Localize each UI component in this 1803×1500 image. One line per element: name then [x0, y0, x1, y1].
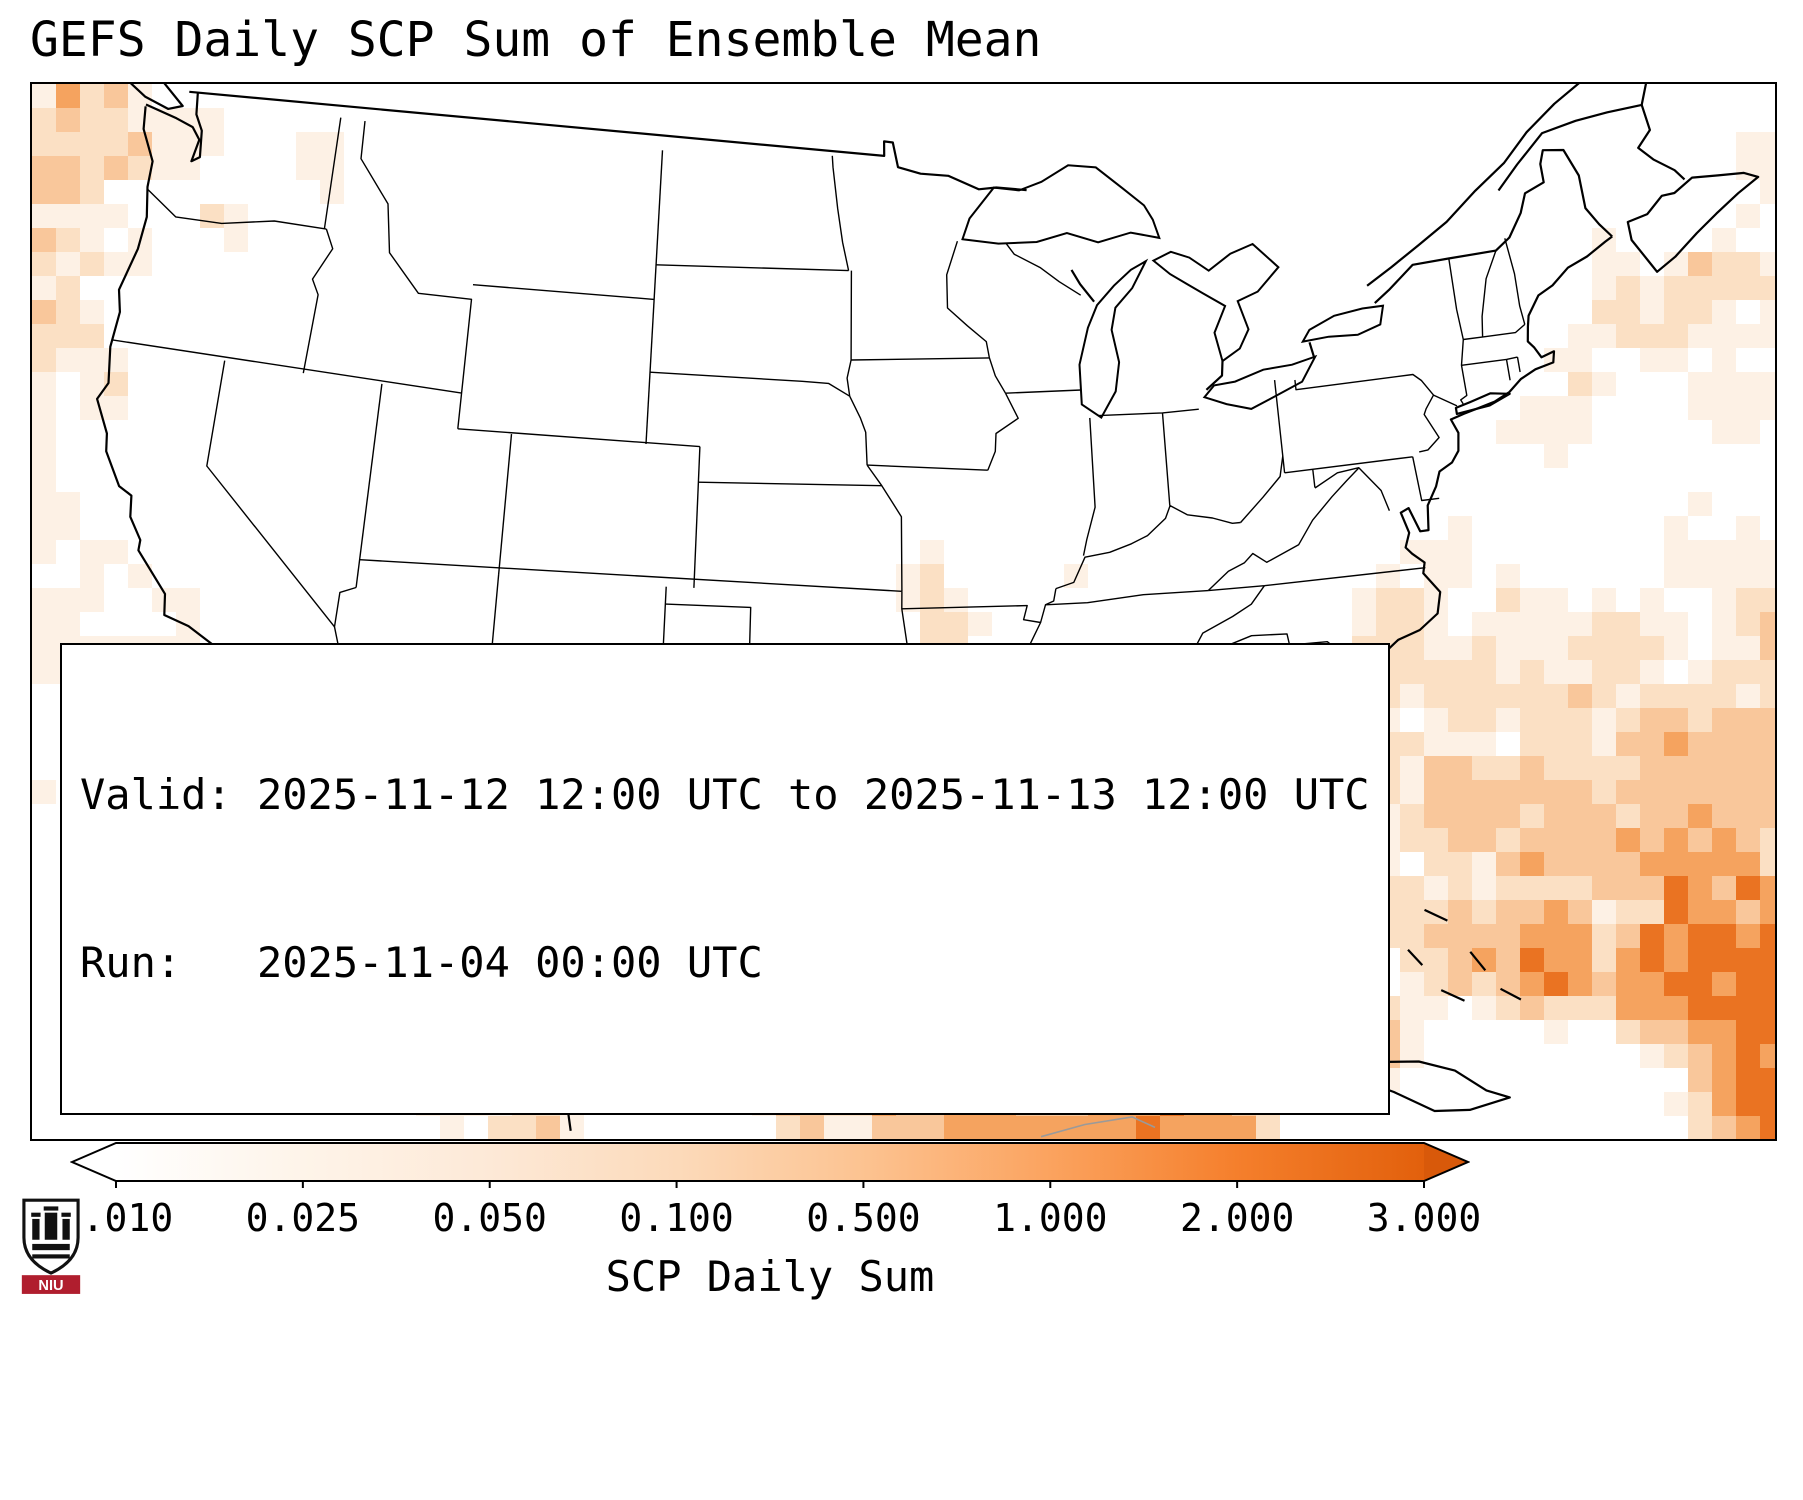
colorbar-tick-label: 3.000	[1366, 1196, 1482, 1240]
colorbar-tick-label: 0.050	[432, 1196, 547, 1240]
run-line: Run: 2025-11-04 00:00 UTC	[80, 938, 763, 987]
niu-shield-icon: NIU	[21, 1198, 81, 1294]
colorbar-tick-label: 0.025	[245, 1196, 361, 1240]
niu-logo: NIU	[16, 1196, 86, 1296]
colorbar-tick-label: 2.000	[1179, 1196, 1295, 1240]
colorbar	[69, 1140, 1471, 1190]
colorbar-tick-label: 0.500	[806, 1196, 921, 1240]
page-title: GEFS Daily SCP Sum of Ensemble Mean	[30, 12, 1042, 68]
valid-line: Valid: 2025-11-12 12:00 UTC to 2025-11-1…	[80, 770, 1370, 819]
niu-logo-text: NIU	[38, 1278, 63, 1294]
colorbar-tick-label: 1.000	[993, 1196, 1108, 1240]
colorbar-gradient-bar	[69, 1142, 1471, 1188]
map-frame: Valid: 2025-11-12 12:00 UTC to 2025-11-1…	[30, 82, 1777, 1141]
colorbar-ticks: 0.010 0.025 0.050 0.100 0.500 1.000 2.000 3.000	[59, 1196, 1481, 1244]
validity-box: Valid: 2025-11-12 12:00 UTC to 2025-11-1…	[60, 643, 1390, 1115]
colorbar-label: SCP Daily Sum	[605, 1252, 935, 1301]
colorbar-tick-label: 0.100	[619, 1196, 734, 1240]
niu-banner	[21, 1275, 81, 1294]
